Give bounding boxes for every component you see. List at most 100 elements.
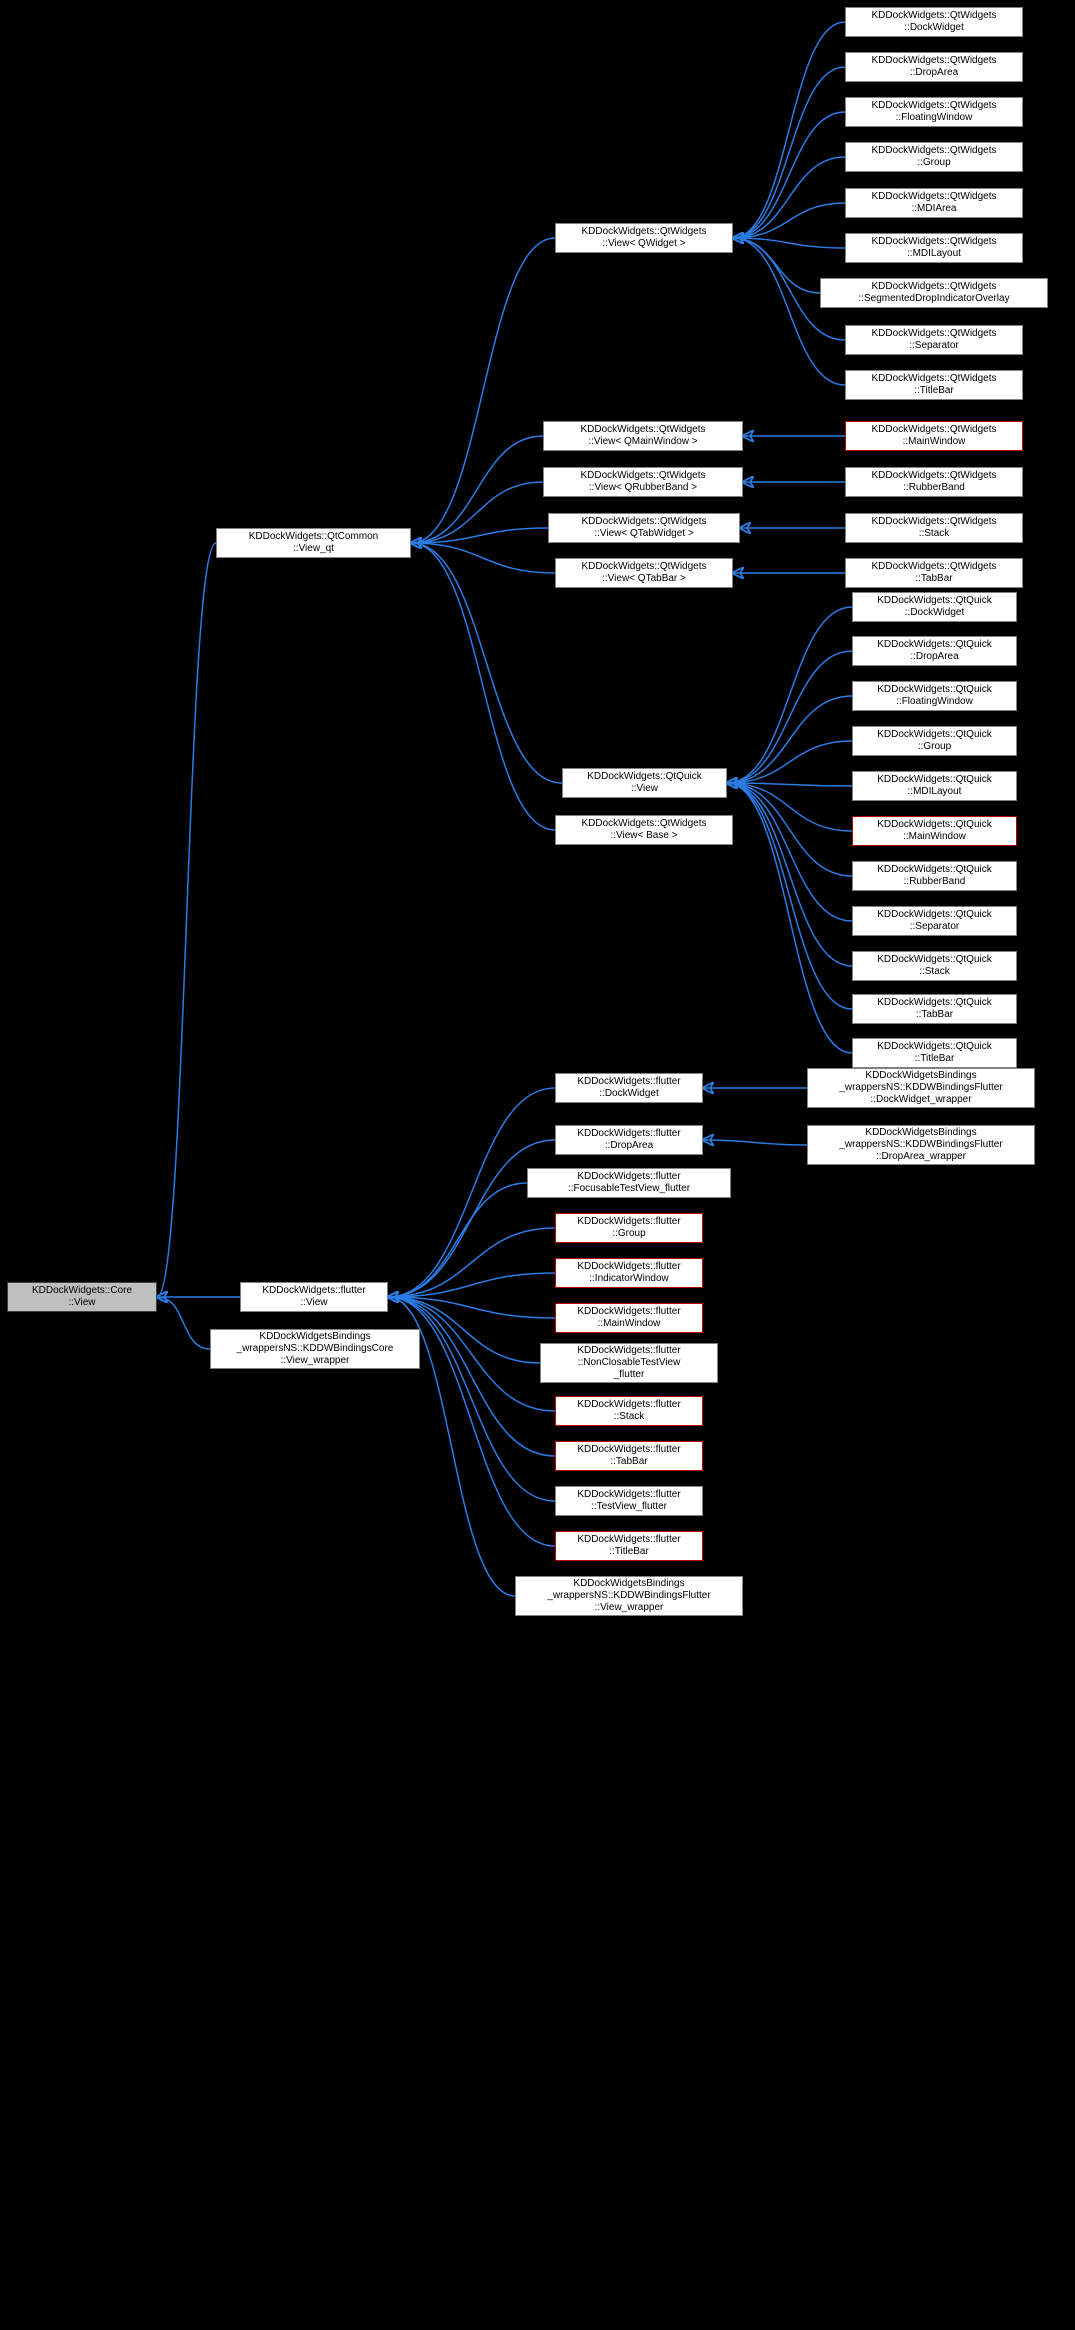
node-line: ::Group bbox=[560, 1228, 698, 1240]
node-fl_stack[interactable]: KDDockWidgets::flutter::Stack bbox=[555, 1396, 703, 1426]
node-line: ::TabBar bbox=[850, 573, 1018, 585]
node-line: ::DockWidget_wrapper bbox=[812, 1094, 1030, 1106]
node-line: ::View< QRubberBand > bbox=[548, 482, 738, 494]
node-fl_titlebar[interactable]: KDDockWidgets::flutter::TitleBar bbox=[555, 1531, 703, 1561]
node-fl_tabbar[interactable]: KDDockWidgets::flutter::TabBar bbox=[555, 1441, 703, 1471]
node-qtw_view_qtabwid[interactable]: KDDockWidgets::QtWidgets::View< QTabWidg… bbox=[548, 513, 740, 543]
node-fl_group[interactable]: KDDockWidgets::flutter::Group bbox=[555, 1213, 703, 1243]
node-fl_indicator[interactable]: KDDockWidgets::flutter::IndicatorWindow bbox=[555, 1258, 703, 1288]
node-line: ::FloatingWindow bbox=[850, 112, 1018, 124]
node-line: KDDockWidgets::QtWidgets bbox=[850, 191, 1018, 203]
node-qtw_droparea[interactable]: KDDockWidgets::QtWidgets::DropArea bbox=[845, 52, 1023, 82]
node-line: _flutter bbox=[545, 1369, 713, 1381]
node-fl_nonclose[interactable]: KDDockWidgets::flutter::NonClosableTestV… bbox=[540, 1343, 718, 1383]
node-line: KDDockWidgets::QtWidgets bbox=[850, 328, 1018, 340]
edge-qtq_mdilayout-to-qtquick_view bbox=[727, 783, 852, 786]
node-line: KDDockWidgets::QtQuick bbox=[857, 909, 1012, 921]
node-line: ::TabBar bbox=[857, 1009, 1012, 1021]
node-line: KDDockWidgets::QtWidgets bbox=[850, 55, 1018, 67]
node-line: ::MainWindow bbox=[857, 831, 1012, 843]
node-line: ::View< QMainWindow > bbox=[548, 436, 738, 448]
node-line: ::SegmentedDropIndicatorOverlay bbox=[825, 293, 1043, 305]
edge-qtq_group-to-qtquick_view bbox=[727, 741, 852, 783]
node-line: KDDockWidgets::QtQuick bbox=[857, 729, 1012, 741]
node-line: KDDockWidgets::QtQuick bbox=[857, 819, 1012, 831]
node-qtw_tabbar[interactable]: KDDockWidgets::QtWidgets::TabBar bbox=[845, 558, 1023, 588]
node-line: KDDockWidgets::QtWidgets bbox=[850, 10, 1018, 22]
node-qtw_segdrop[interactable]: KDDockWidgets::QtWidgets::SegmentedDropI… bbox=[820, 278, 1048, 308]
node-qtw_floatingwin[interactable]: KDDockWidgets::QtWidgets::FloatingWindow bbox=[845, 97, 1023, 127]
node-qtq_separator[interactable]: KDDockWidgets::QtQuick::Separator bbox=[852, 906, 1017, 936]
node-bind_fl_viewwrap[interactable]: KDDockWidgetsBindings_wrappersNS::KDDWBi… bbox=[515, 1576, 743, 1616]
edge-bind_core_viewwrap-to-core_view bbox=[157, 1297, 210, 1349]
node-fl_testview[interactable]: KDDockWidgets::flutter::TestView_flutter bbox=[555, 1486, 703, 1516]
edge-qtw_mdiarea-to-qtw_view_qwidget bbox=[733, 203, 845, 238]
node-line: KDDockWidgets::QtWidgets bbox=[548, 470, 738, 482]
node-qtw_view_qtabbar[interactable]: KDDockWidgets::QtWidgets::View< QTabBar … bbox=[555, 558, 733, 588]
node-qtw_separator[interactable]: KDDockWidgets::QtWidgets::Separator bbox=[845, 325, 1023, 355]
node-line: ::Stack bbox=[560, 1411, 698, 1423]
node-qtq_mdilayout[interactable]: KDDockWidgets::QtQuick::MDILayout bbox=[852, 771, 1017, 801]
node-bind_fl_dropwrap[interactable]: KDDockWidgetsBindings_wrappersNS::KDDWBi… bbox=[807, 1125, 1035, 1165]
node-bind_fl_dockwrap[interactable]: KDDockWidgetsBindings_wrappersNS::KDDWBi… bbox=[807, 1068, 1035, 1108]
edge-qtw_droparea-to-qtw_view_qwidget bbox=[733, 67, 845, 238]
node-line: ::TitleBar bbox=[857, 1053, 1012, 1065]
node-line: KDDockWidgets::flutter bbox=[532, 1171, 726, 1183]
node-qtq_mainwindow[interactable]: KDDockWidgets::QtQuick::MainWindow bbox=[852, 816, 1017, 846]
node-line: KDDockWidgets::QtWidgets bbox=[553, 516, 735, 528]
node-line: KDDockWidgets::Core bbox=[12, 1285, 152, 1297]
edge-qtq_stack-to-qtquick_view bbox=[727, 783, 852, 966]
node-qtq_dockwidget[interactable]: KDDockWidgets::QtQuick::DockWidget bbox=[852, 592, 1017, 622]
node-qtw_group[interactable]: KDDockWidgets::QtWidgets::Group bbox=[845, 142, 1023, 172]
node-qtw_stack[interactable]: KDDockWidgets::QtWidgets::Stack bbox=[845, 513, 1023, 543]
node-qtw_mdilayout[interactable]: KDDockWidgets::QtWidgets::MDILayout bbox=[845, 233, 1023, 263]
node-line: KDDockWidgets::QtWidgets bbox=[825, 281, 1043, 293]
node-qtq_droparea[interactable]: KDDockWidgets::QtQuick::DropArea bbox=[852, 636, 1017, 666]
node-qtq_floatingwin[interactable]: KDDockWidgets::QtQuick::FloatingWindow bbox=[852, 681, 1017, 711]
node-fl_dockwidget[interactable]: KDDockWidgets::flutter::DockWidget bbox=[555, 1073, 703, 1103]
node-fl_focustest[interactable]: KDDockWidgets::flutter::FocusableTestVie… bbox=[527, 1168, 731, 1198]
node-qtw_view_qmainwin[interactable]: KDDockWidgets::QtWidgets::View< QMainWin… bbox=[543, 421, 743, 451]
node-qtw_titlebar[interactable]: KDDockWidgets::QtWidgets::TitleBar bbox=[845, 370, 1023, 400]
node-line: KDDockWidgets::QtWidgets bbox=[548, 424, 738, 436]
node-line: ::FocusableTestView_flutter bbox=[532, 1183, 726, 1195]
node-qtw_mainwindow[interactable]: KDDockWidgets::QtWidgets::MainWindow bbox=[845, 421, 1023, 451]
node-qtw_view_qrubber[interactable]: KDDockWidgets::QtWidgets::View< QRubberB… bbox=[543, 467, 743, 497]
node-line: ::View_wrapper bbox=[520, 1602, 738, 1614]
node-line: KDDockWidgets::QtQuick bbox=[857, 954, 1012, 966]
node-fl_mainwindow[interactable]: KDDockWidgets::flutter::MainWindow bbox=[555, 1303, 703, 1333]
node-line: _wrappersNS::KDDWBindingsCore bbox=[215, 1343, 415, 1355]
node-line: KDDockWidgets::flutter bbox=[560, 1261, 698, 1273]
node-qtq_stack[interactable]: KDDockWidgets::QtQuick::Stack bbox=[852, 951, 1017, 981]
node-line: KDDockWidgets::QtWidgets bbox=[850, 470, 1018, 482]
node-line: ::TitleBar bbox=[850, 385, 1018, 397]
node-qtquick_view[interactable]: KDDockWidgets::QtQuick::View bbox=[562, 768, 727, 798]
node-line: ::DropArea bbox=[560, 1140, 698, 1152]
edge-fl_testview-to-flutter_view bbox=[388, 1297, 555, 1501]
node-qtq_rubberband[interactable]: KDDockWidgets::QtQuick::RubberBand bbox=[852, 861, 1017, 891]
node-line: ::NonClosableTestView bbox=[545, 1357, 713, 1369]
node-line: KDDockWidgets::flutter bbox=[560, 1399, 698, 1411]
node-qtw_view_qwidget[interactable]: KDDockWidgets::QtWidgets::View< QWidget … bbox=[555, 223, 733, 253]
diagram-canvas: KDDockWidgets::Core::ViewKDDockWidgets::… bbox=[0, 0, 1075, 2330]
node-core_view[interactable]: KDDockWidgets::Core::View bbox=[7, 1282, 157, 1312]
node-line: KDDockWidgets::flutter bbox=[560, 1306, 698, 1318]
node-line: ::DockWidget bbox=[850, 22, 1018, 34]
node-qtq_tabbar[interactable]: KDDockWidgets::QtQuick::TabBar bbox=[852, 994, 1017, 1024]
edge-qtw_view_qtabwid-to-qtcommon_viewqt bbox=[411, 528, 548, 543]
node-qtw_mdiarea[interactable]: KDDockWidgets::QtWidgets::MDIArea bbox=[845, 188, 1023, 218]
node-bind_core_viewwrap[interactable]: KDDockWidgetsBindings_wrappersNS::KDDWBi… bbox=[210, 1329, 420, 1369]
node-line: KDDockWidgets::flutter bbox=[560, 1489, 698, 1501]
node-qtw_dockwidget[interactable]: KDDockWidgets::QtWidgets::DockWidget bbox=[845, 7, 1023, 37]
node-qtq_titlebar[interactable]: KDDockWidgets::QtQuick::TitleBar bbox=[852, 1038, 1017, 1068]
node-line: ::MainWindow bbox=[850, 436, 1018, 448]
node-qtq_group[interactable]: KDDockWidgets::QtQuick::Group bbox=[852, 726, 1017, 756]
node-fl_droparea[interactable]: KDDockWidgets::flutter::DropArea bbox=[555, 1125, 703, 1155]
node-line: ::TabBar bbox=[560, 1456, 698, 1468]
node-flutter_view[interactable]: KDDockWidgets::flutter::View bbox=[240, 1282, 388, 1312]
node-qtw_view_base[interactable]: KDDockWidgets::QtWidgets::View< Base > bbox=[555, 815, 733, 845]
edge-fl_focustest-to-flutter_view bbox=[388, 1183, 527, 1297]
node-line: ::MDILayout bbox=[850, 248, 1018, 260]
node-qtw_rubberband[interactable]: KDDockWidgets::QtWidgets::RubberBand bbox=[845, 467, 1023, 497]
node-qtcommon_viewqt[interactable]: KDDockWidgets::QtCommon::View_qt bbox=[216, 528, 411, 558]
